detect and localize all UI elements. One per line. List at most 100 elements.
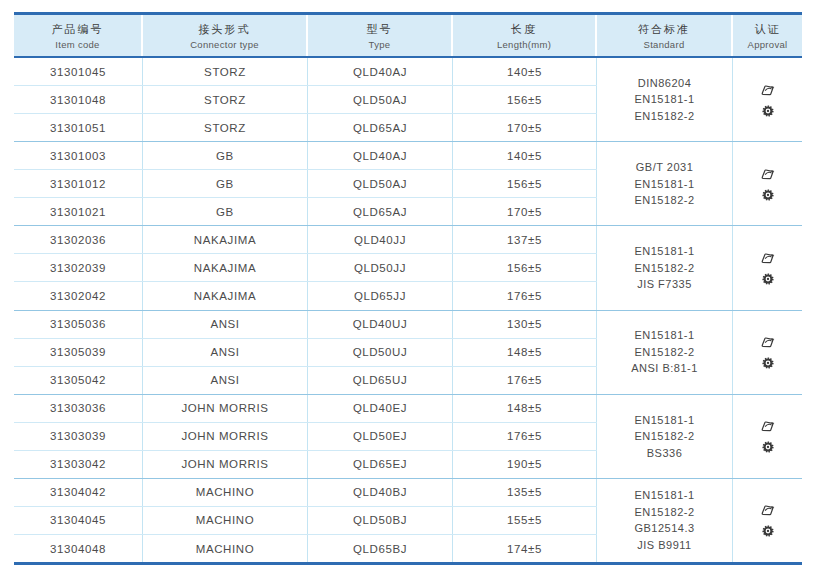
- connector-type-cell: GB: [143, 142, 308, 169]
- table-row: 31304045MACHINOQLD50BJ155±5: [14, 507, 597, 535]
- standard-text: EN15181-1: [634, 243, 694, 260]
- table-header-row: 产品编号 Item code 接头形式 Connector type 型号 Ty…: [14, 15, 802, 58]
- length-cell: 156±5: [453, 254, 597, 281]
- type-cell: QLD50AJ: [308, 86, 453, 113]
- item-code-cell: 31301003: [14, 142, 143, 169]
- connector-type-cell: MACHINO: [143, 507, 308, 534]
- length-cell: 155±5: [453, 507, 597, 534]
- group-rows: 31301003GBQLD40AJ140±531301012GBQLD50AJ1…: [14, 142, 597, 225]
- length-cell: 148±5: [453, 395, 597, 422]
- standard-text: JIS F7335: [637, 276, 692, 293]
- item-code-cell: 31305042: [14, 367, 143, 394]
- standard-text: EN15182-2: [634, 192, 694, 209]
- type-cell: QLD50UJ: [308, 339, 453, 366]
- gear-seal-icon: [761, 272, 775, 286]
- column-header-en: Type: [369, 39, 391, 50]
- approval-cell: [733, 142, 802, 225]
- length-cell: 176±5: [453, 367, 597, 394]
- standard-cell: DIN86204EN15181-1EN15182-2: [597, 58, 733, 141]
- connector-type-cell: STORZ: [143, 114, 308, 141]
- connector-type-cell: NAKAJIMA: [143, 254, 308, 281]
- type-cell: QLD40UJ: [308, 311, 453, 338]
- table-body: 31301045STORZQLD40AJ140±531301048STORZQL…: [14, 58, 802, 562]
- type-cell: QLD65AJ: [308, 114, 453, 141]
- approval-cell: [733, 58, 802, 141]
- standard-cell: GB/T 2031EN15181-1EN15182-2: [597, 142, 733, 225]
- length-cell: 170±5: [453, 198, 597, 225]
- connector-type-cell: ANSI: [143, 339, 308, 366]
- certification-stamp-icon: [759, 166, 776, 181]
- product-group: 31304042MACHINOQLD40BJ135±531304045MACHI…: [14, 479, 802, 562]
- length-cell: 174±5: [453, 535, 597, 562]
- table-row: 31302042NAKAJIMAQLD65JJ176±5: [14, 282, 597, 309]
- product-group: 31301045STORZQLD40AJ140±531301048STORZQL…: [14, 58, 802, 142]
- type-cell: QLD50JJ: [308, 254, 453, 281]
- gear-seal-icon: [761, 440, 775, 454]
- table-row: 31305039ANSIQLD50UJ148±5: [14, 339, 597, 367]
- approval-cell: [733, 479, 802, 562]
- item-code-cell: 31301045: [14, 58, 143, 85]
- length-cell: 176±5: [453, 282, 597, 309]
- type-cell: QLD65JJ: [308, 282, 453, 309]
- standard-text: EN15182-2: [634, 428, 694, 445]
- gear-seal-icon: [761, 356, 775, 370]
- product-group: 31301003GBQLD40AJ140±531301012GBQLD50AJ1…: [14, 142, 802, 226]
- column-header-en: Approval: [748, 39, 788, 50]
- gear-seal-icon: [761, 188, 775, 202]
- item-code-cell: 31304045: [14, 507, 143, 534]
- connector-type-cell: MACHINO: [143, 535, 308, 562]
- group-rows: 31303036JOHN MORRISQLD40EJ148±531303039J…: [14, 395, 597, 478]
- column-header-zh: 型号: [367, 22, 393, 37]
- standard-text: EN15181-1: [634, 487, 694, 504]
- table-row: 31302036NAKAJIMAQLD40JJ137±5: [14, 226, 597, 254]
- group-rows: 31304042MACHINOQLD40BJ135±531304045MACHI…: [14, 479, 597, 562]
- table-row: 31302039NAKAJIMAQLD50JJ156±5: [14, 254, 597, 282]
- item-code-cell: 31304042: [14, 479, 143, 506]
- column-header-standard: 符合标准 Standard: [597, 15, 733, 56]
- standard-text: JIS B9911: [637, 537, 691, 554]
- standard-cell: EN15181-1EN15182-2ANSI B:81-1: [597, 311, 733, 394]
- column-header-approval: 认证 Approval: [733, 15, 802, 56]
- certification-stamp-icon: [759, 250, 776, 265]
- gear-seal-icon: [761, 104, 775, 118]
- type-cell: QLD40AJ: [308, 58, 453, 85]
- table-row: 31304042MACHINOQLD40BJ135±5: [14, 479, 597, 507]
- type-cell: QLD65EJ: [308, 451, 453, 478]
- standard-text: EN15182-2: [634, 108, 694, 125]
- table-row: 31301048STORZQLD50AJ156±5: [14, 86, 597, 114]
- product-table: 产品编号 Item code 接头形式 Connector type 型号 Ty…: [14, 12, 802, 565]
- length-cell: 140±5: [453, 142, 597, 169]
- table-row: 31301021GBQLD65AJ170±5: [14, 198, 597, 225]
- table-row: 31303039JOHN MORRISQLD50EJ176±5: [14, 423, 597, 451]
- column-header-type: 型号 Type: [308, 15, 453, 56]
- connector-type-cell: JOHN MORRIS: [143, 451, 308, 478]
- group-rows: 31302036NAKAJIMAQLD40JJ137±531302039NAKA…: [14, 226, 597, 309]
- standard-text: GB/T 2031: [636, 159, 694, 176]
- item-code-cell: 31305036: [14, 311, 143, 338]
- standard-cell: EN15181-1EN15182-2GB12514.3JIS B9911: [597, 479, 733, 562]
- table-row: 31305036ANSIQLD40UJ130±5: [14, 311, 597, 339]
- column-header-en: Length(mm): [497, 39, 551, 50]
- certification-stamp-icon: [759, 334, 776, 349]
- length-cell: 137±5: [453, 226, 597, 253]
- table-row: 31304048MACHINOQLD65BJ174±5: [14, 535, 597, 562]
- type-cell: QLD50BJ: [308, 507, 453, 534]
- certification-stamp-icon: [759, 82, 776, 97]
- product-group: 31303036JOHN MORRISQLD40EJ148±531303039J…: [14, 395, 802, 479]
- standard-text: EN15182-2: [634, 504, 694, 521]
- item-code-cell: 31302042: [14, 282, 143, 309]
- type-cell: QLD40BJ: [308, 479, 453, 506]
- standard-text: BS336: [647, 445, 683, 462]
- approval-cell: [733, 226, 802, 309]
- standard-text: EN15182-2: [634, 260, 694, 277]
- connector-type-cell: ANSI: [143, 311, 308, 338]
- approval-cell: [733, 311, 802, 394]
- table-row: 31301045STORZQLD40AJ140±5: [14, 58, 597, 86]
- type-cell: QLD65AJ: [308, 198, 453, 225]
- length-cell: 140±5: [453, 58, 597, 85]
- table-row: 31301051STORZQLD65AJ170±5: [14, 114, 597, 141]
- length-cell: 176±5: [453, 423, 597, 450]
- standard-text: ANSI B:81-1: [631, 360, 698, 377]
- standard-text: DIN86204: [638, 75, 692, 92]
- gear-seal-icon: [761, 524, 775, 538]
